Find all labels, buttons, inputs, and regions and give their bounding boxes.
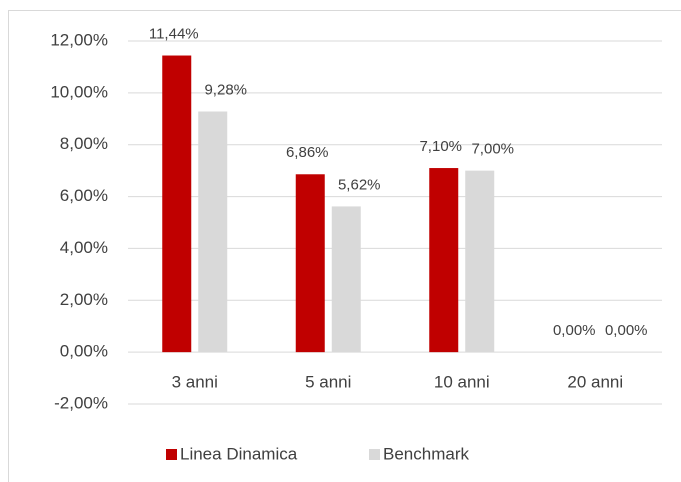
value-label: 0,00%: [605, 322, 648, 339]
y-tick-label: 12,00%: [50, 30, 108, 49]
x-tick-label: 3 anni: [172, 372, 218, 391]
y-tick-label: 0,00%: [60, 342, 108, 361]
x-tick-label: 5 anni: [305, 372, 351, 391]
value-label: 7,10%: [419, 138, 462, 155]
bar: [162, 55, 192, 353]
value-label: 0,00%: [553, 322, 596, 339]
y-tick-label: 8,00%: [60, 134, 108, 153]
value-label: 9,28%: [204, 81, 247, 98]
legend-label: Benchmark: [383, 444, 469, 463]
chart-border: [8, 10, 681, 482]
y-tick-label: 4,00%: [60, 238, 108, 257]
y-tick-label: 2,00%: [60, 290, 108, 309]
x-tick-label: 20 anni: [567, 372, 623, 391]
bar: [295, 174, 325, 353]
bar: [429, 168, 459, 353]
bar: [465, 170, 495, 353]
bar: [198, 111, 228, 353]
y-tick-label: -2,00%: [54, 393, 108, 412]
legend-swatch: [166, 449, 177, 460]
y-tick-label: 6,00%: [60, 186, 108, 205]
x-tick-label: 10 anni: [434, 372, 490, 391]
legend-label: Linea Dinamica: [180, 444, 298, 463]
value-label: 7,00%: [471, 141, 514, 158]
value-label: 11,44%: [149, 25, 199, 42]
bar: [331, 206, 361, 353]
value-label: 5,62%: [338, 176, 381, 193]
legend-swatch: [369, 449, 380, 460]
value-label: 6,86%: [286, 144, 329, 161]
y-tick-label: 10,00%: [50, 82, 108, 101]
